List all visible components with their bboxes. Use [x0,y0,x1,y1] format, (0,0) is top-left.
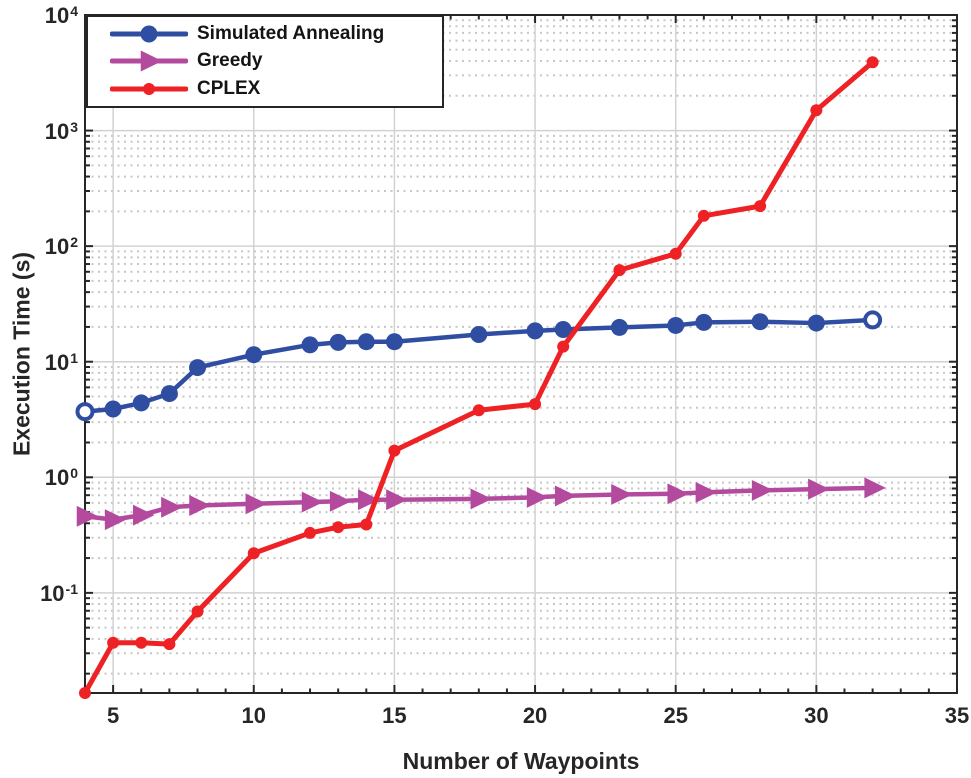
legend-marker-simulated-annealing [140,25,158,43]
legend-line-circle-icon [110,25,188,43]
series-marker-greedy [386,489,408,511]
series-marker-simulated-annealing [132,394,150,412]
series-marker-simulated-annealing [329,333,347,351]
series-marker-cplex [529,398,542,411]
series-marker-greedy [611,484,633,505]
series-marker-simulated-annealing [610,318,628,336]
series-marker-greedy [554,485,577,507]
series-marker-greedy [358,489,380,511]
series-marker-simulated-annealing [807,314,825,332]
series-marker-cplex [135,636,148,649]
series-marker-simulated-annealing [357,333,375,351]
series-marker-cplex [697,209,710,222]
series-marker-greedy [808,478,830,500]
series-marker-simulated-annealing [301,336,319,354]
y-axis-label: Execution Time (s) [8,251,35,457]
legend: Simulated Annealing Greedy CPLEX [86,15,444,108]
x-axis-label: Number of Waypoints [402,748,640,774]
legend-label-cplex: CPLEX [197,78,261,100]
legend-label-greedy: Greedy [197,50,263,72]
series-marker-cplex [107,636,120,649]
series-marker-simulated-annealing [160,385,178,403]
series-marker-cplex [360,518,373,531]
series-marker-cplex [163,638,176,651]
series-marker-simulated-annealing [863,310,883,330]
series-marker-greedy [695,481,718,503]
series-marker-greedy [667,483,689,505]
series-marker-greedy [161,496,183,518]
series-marker-cplex [557,340,570,353]
series-marker-simulated-annealing [385,333,403,351]
legend-line-triangle-icon [110,51,188,72]
series-marker-greedy [526,486,549,508]
series-marker-cplex [810,104,823,117]
series-marker-cplex [388,444,401,457]
series-marker-greedy [76,505,99,527]
series-marker-cplex [304,526,317,539]
legend-entry-simulated-annealing: Simulated Annealing [110,21,438,47]
series-marker-greedy [864,477,886,499]
legend-line-circle-icon [110,83,188,96]
series-marker-cplex [866,56,879,69]
series-marker-cplex [247,547,260,560]
series-marker-cplex [332,521,345,534]
series-marker-cplex [613,264,626,277]
series-marker-simulated-annealing [554,321,572,339]
series-marker-simulated-annealing [751,313,769,331]
series-marker-greedy [189,495,211,516]
legend-entry-cplex: CPLEX [110,76,438,102]
series-marker-simulated-annealing [245,346,263,364]
series-marker-cplex [754,200,767,213]
legend-marker-greedy [140,51,163,72]
legend-entry-greedy: Greedy [110,48,438,74]
series-marker-cplex [79,687,91,699]
series-marker-greedy [301,491,324,513]
series-marker-cplex [191,605,204,618]
series-marker-simulated-annealing [470,325,488,343]
series-marker-simulated-annealing [75,402,95,422]
series-marker-simulated-annealing [667,316,685,334]
legend-label-simulated-annealing: Simulated Annealing [197,22,385,44]
series-marker-greedy [245,493,267,515]
series-marker-greedy [329,490,352,512]
series-marker-cplex [669,247,682,260]
series-marker-greedy [104,509,127,531]
series-marker-simulated-annealing [526,322,544,340]
series-marker-greedy [470,488,493,510]
axes-frame [84,14,958,694]
series-marker-simulated-annealing [695,313,713,331]
series-marker-greedy [133,504,155,526]
series-marker-simulated-annealing [189,359,207,377]
series-marker-greedy [751,479,774,501]
series-marker-cplex [472,404,485,417]
series-marker-simulated-annealing [104,400,122,418]
legend-marker-cplex [143,83,155,96]
